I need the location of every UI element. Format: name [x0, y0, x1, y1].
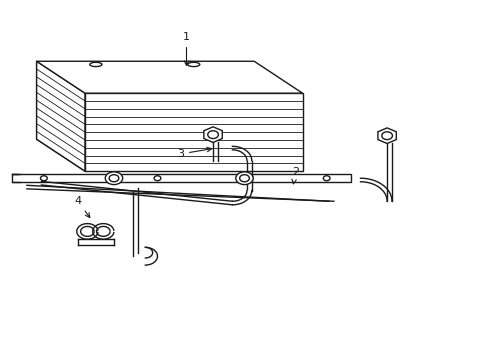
Polygon shape — [12, 174, 350, 182]
Polygon shape — [85, 93, 302, 171]
Polygon shape — [203, 127, 222, 143]
Text: 3: 3 — [177, 147, 211, 159]
Text: 4: 4 — [74, 196, 90, 217]
Text: 1: 1 — [183, 32, 190, 66]
Circle shape — [235, 172, 253, 185]
Text: 2: 2 — [291, 167, 298, 184]
Polygon shape — [377, 128, 395, 144]
Polygon shape — [37, 61, 85, 171]
Circle shape — [105, 172, 122, 185]
Polygon shape — [37, 61, 302, 93]
